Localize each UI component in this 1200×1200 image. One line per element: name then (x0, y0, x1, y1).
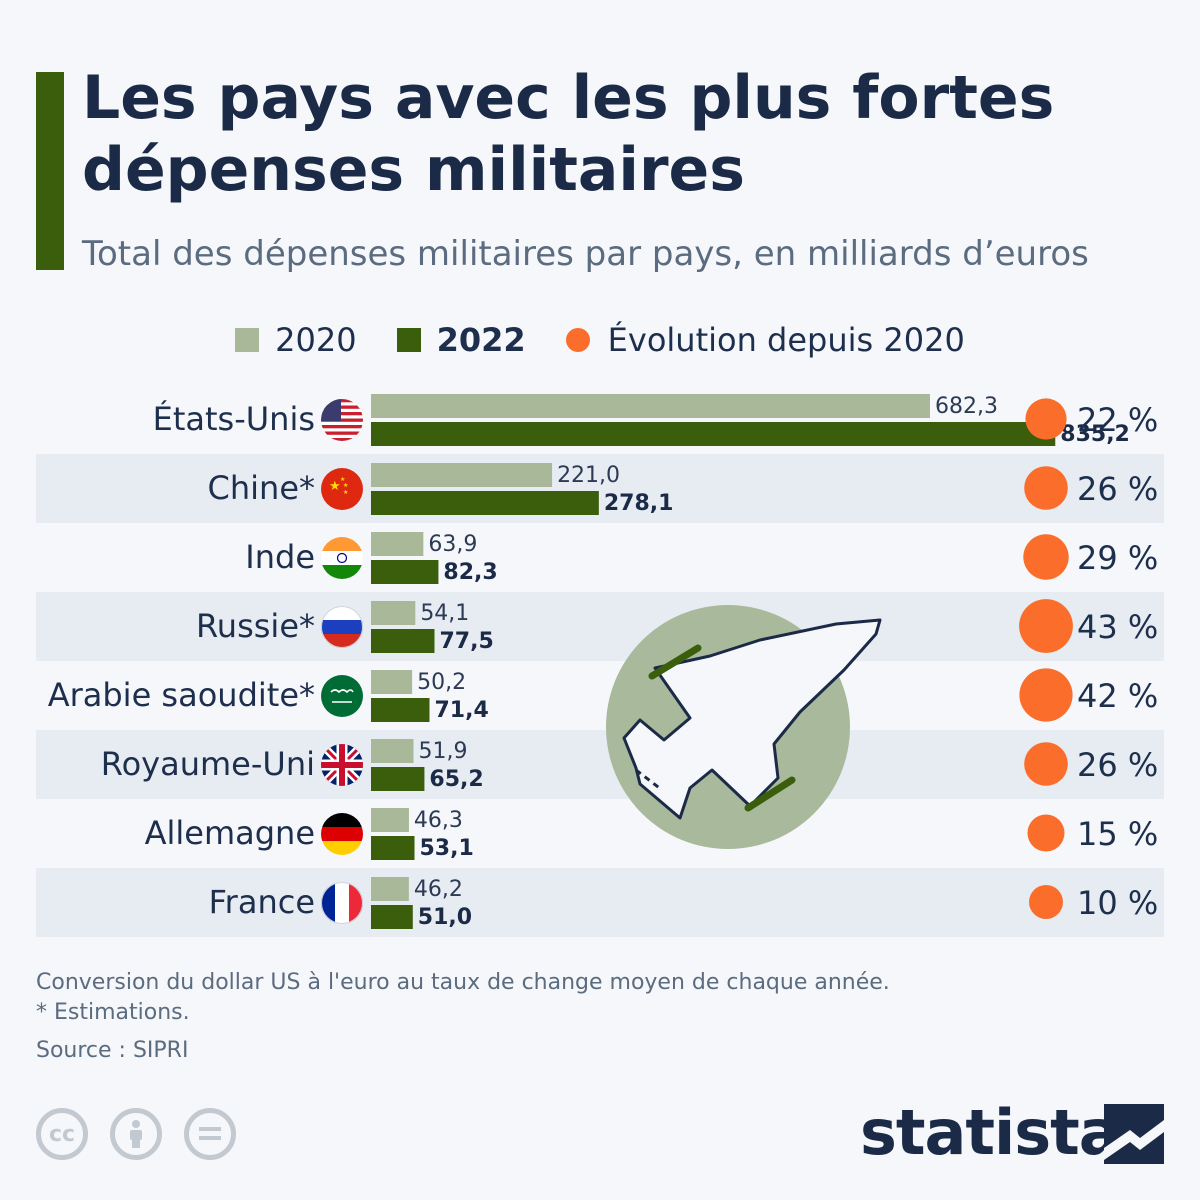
bar-value-label-2022: 835,2 (1060, 422, 1130, 447)
evolution-value-label: 26 % (1077, 470, 1158, 508)
estimates-note: * Estimations. (36, 1000, 190, 1025)
cc-icon[interactable]: cc (36, 1108, 88, 1160)
us-flag-icon (321, 399, 363, 441)
bar-value-label-2022: 77,5 (439, 629, 493, 654)
evolution-dot (1024, 742, 1068, 786)
saudi-flag-icon (321, 675, 363, 717)
bar-2020 (371, 463, 553, 487)
legend-label-evolution: Évolution depuis 2020 (607, 321, 965, 359)
bar-value-label-2022: 278,1 (604, 491, 674, 516)
legend-item-2022: 2022 (396, 321, 526, 359)
bar-value-label-2022: 65,2 (429, 767, 483, 792)
bar-2020 (371, 739, 414, 763)
country-label: Chine* (207, 469, 315, 507)
row-band (36, 730, 1164, 799)
evolution-dot (1023, 534, 1069, 580)
bar-value-label-2020: 46,2 (414, 877, 463, 902)
legend-item-evolution: Évolution depuis 2020 (565, 321, 965, 359)
bar-2020 (371, 670, 413, 694)
bar-value-label-2020: 221,0 (557, 463, 620, 488)
evolution-dot (1024, 466, 1068, 510)
evolution-value-label: 15 % (1077, 815, 1158, 853)
legend: 2020 2022 Évolution depuis 2020 (0, 318, 1200, 362)
svg-text:★: ★ (340, 476, 345, 483)
cc-icon-text: cc (48, 1121, 76, 1147)
no-derivatives-icon[interactable] (184, 1108, 236, 1160)
row-band (36, 868, 1164, 937)
country-label: États-Unis (152, 400, 315, 438)
india-flag-icon (321, 537, 363, 579)
uk-flag-icon (321, 744, 363, 786)
legend-item-2020: 2020 (235, 321, 357, 359)
conversion-note: Conversion du dollar US à l'euro au taux… (36, 970, 890, 995)
person-icon (130, 1120, 142, 1148)
bar-2022 (371, 767, 425, 791)
evolution-value-label: 43 % (1077, 608, 1158, 646)
bar-value-label-2020: 682,3 (935, 394, 998, 419)
svg-text:★: ★ (329, 479, 341, 494)
evolution-value-label: 42 % (1077, 677, 1158, 715)
chart-subtitle: Total des dépenses militaires par pays, … (82, 234, 1089, 274)
source-note: Source : SIPRI (36, 1038, 189, 1063)
bar-2022 (371, 422, 1056, 446)
bar-value-label-2020: 51,9 (419, 739, 468, 764)
bar-2020 (371, 394, 930, 418)
legend-swatch-2022 (396, 328, 421, 352)
country-label: Inde (245, 538, 315, 576)
equals-icon (199, 1127, 221, 1140)
bar-2020 (371, 808, 409, 832)
evolution-dot (1025, 398, 1067, 440)
legend-dot-evolution (565, 328, 590, 352)
bar-2022 (371, 560, 439, 584)
bar-value-label-2020: 54,1 (420, 601, 469, 626)
country-label: Royaume-Uni (100, 745, 315, 783)
bar-2020 (371, 877, 409, 901)
attribution-icon[interactable] (110, 1108, 162, 1160)
bar-2020 (371, 532, 424, 556)
bar-value-label-2022: 71,4 (434, 698, 488, 723)
evolution-dot (1019, 668, 1073, 722)
svg-text:★: ★ (343, 482, 348, 489)
bar-value-label-2020: 63,9 (428, 532, 477, 557)
germany-flag-icon (321, 813, 363, 855)
evolution-dot (1019, 599, 1073, 653)
bar-2022 (371, 491, 599, 515)
russia-flag-icon (321, 606, 363, 648)
evolution-value-label: 29 % (1077, 539, 1158, 577)
evolution-value-label: 22 % (1077, 401, 1158, 439)
bar-2022 (371, 905, 413, 929)
bar-2022 (371, 698, 430, 722)
china-flag-icon: ★ ★ ★ ★ (321, 468, 363, 510)
statista-logo-text[interactable]: statista (860, 1096, 1121, 1169)
bar-value-label-2020: 46,3 (414, 808, 463, 833)
evolution-dot (1029, 885, 1063, 919)
country-label: Allemagne (144, 814, 315, 852)
row-band (36, 454, 1164, 523)
bar-value-label-2022: 51,0 (418, 905, 472, 930)
chart-title: Les pays avec les plus fortes dépenses m… (82, 63, 1055, 205)
evolution-value-label: 10 % (1077, 884, 1158, 922)
evolution-dot (1027, 814, 1065, 852)
row-band (36, 592, 1164, 661)
bar-value-label-2022: 53,1 (420, 836, 474, 861)
bar-2022 (371, 836, 415, 860)
country-label: Russie* (196, 607, 315, 645)
evolution-value-label: 26 % (1077, 746, 1158, 784)
legend-label-2020: 2020 (275, 321, 357, 359)
statista-logo-icon[interactable] (1104, 1104, 1164, 1164)
country-label: Arabie saoudite* (47, 676, 315, 714)
country-label: France (208, 883, 315, 921)
france-flag-icon (321, 882, 363, 924)
fighter-jet-illustration (606, 605, 882, 849)
bar-value-label-2020: 50,2 (417, 670, 466, 695)
bar-2022 (371, 629, 435, 653)
legend-label-2022: 2022 (436, 321, 526, 359)
legend-swatch-2020 (235, 328, 260, 352)
bar-2020 (371, 601, 416, 625)
title-accent-bar (36, 72, 64, 270)
svg-text:★: ★ (343, 489, 348, 496)
bar-value-label-2022: 82,3 (443, 560, 497, 585)
